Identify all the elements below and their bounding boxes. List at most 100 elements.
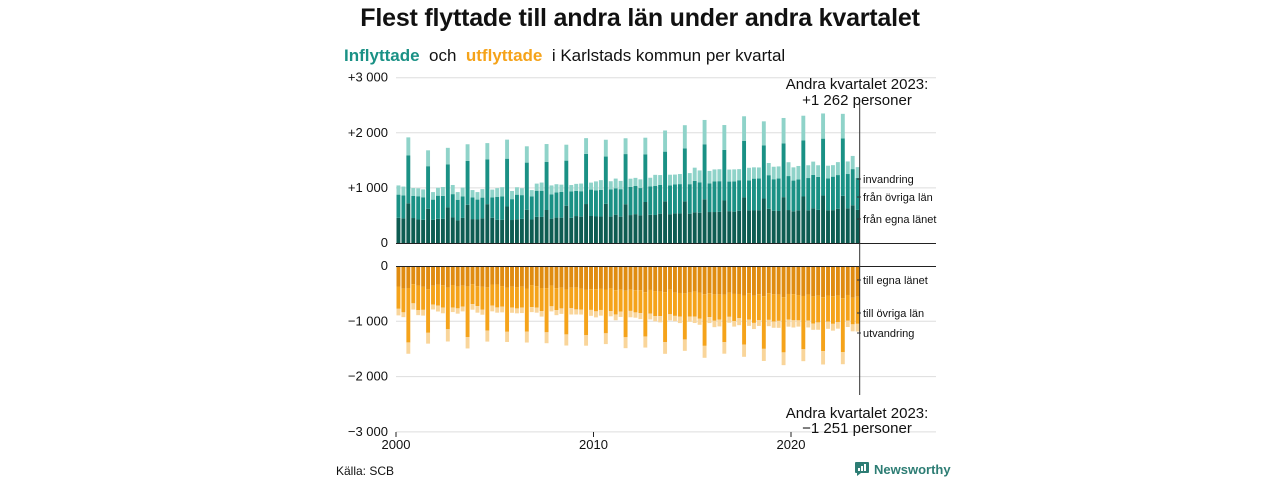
y-tick-label: +1 000 bbox=[348, 180, 388, 195]
bar-utvandring bbox=[727, 316, 732, 323]
bar-invandring bbox=[737, 169, 742, 181]
bar-till-ovriga-lan bbox=[534, 286, 539, 308]
bar-till-egna-lanet bbox=[682, 266, 687, 294]
bar-invandring bbox=[406, 137, 411, 156]
bar-utvandring bbox=[831, 323, 835, 331]
bar-fran-egna-lanet bbox=[598, 216, 603, 243]
bar-invandring bbox=[470, 190, 475, 198]
bar-utvandring bbox=[569, 308, 574, 315]
bar-fran-ovriga-lan bbox=[574, 190, 579, 217]
bar-till-egna-lanet bbox=[845, 266, 850, 295]
bar-till-ovriga-lan bbox=[490, 284, 495, 306]
bar-invandring bbox=[682, 125, 687, 149]
bar-utvandring bbox=[771, 321, 776, 328]
bar-utvandring bbox=[840, 352, 845, 365]
bar-till-egna-lanet bbox=[712, 266, 717, 295]
bar-till-egna-lanet bbox=[440, 266, 445, 286]
bar-utvandring bbox=[697, 318, 702, 325]
bar-fran-egna-lanet bbox=[519, 218, 524, 243]
bar-till-ovriga-lan bbox=[559, 287, 564, 309]
bar-till-egna-lanet bbox=[840, 266, 845, 299]
bar-fran-ovriga-lan bbox=[682, 148, 687, 202]
bar-till-ovriga-lan bbox=[416, 285, 421, 311]
bar-utvandring bbox=[554, 310, 559, 316]
bar-fran-ovriga-lan bbox=[554, 192, 559, 218]
bar-fran-egna-lanet bbox=[732, 211, 737, 243]
bar-till-ovriga-lan bbox=[505, 287, 510, 332]
bar-fran-ovriga-lan bbox=[663, 151, 668, 202]
bar-till-egna-lanet bbox=[756, 266, 761, 295]
bar-fran-egna-lanet bbox=[460, 217, 465, 243]
bar-fran-egna-lanet bbox=[450, 217, 455, 243]
bar-fran-egna-lanet bbox=[766, 208, 771, 243]
bar-invandring bbox=[598, 180, 603, 190]
bar-utvandring bbox=[579, 309, 584, 315]
bar-fran-egna-lanet bbox=[840, 195, 845, 243]
bar-till-ovriga-lan bbox=[574, 287, 579, 310]
bar-fran-ovriga-lan bbox=[539, 190, 544, 217]
bar-utvandring bbox=[756, 320, 761, 326]
bar-till-egna-lanet bbox=[450, 266, 455, 286]
bar-till-ovriga-lan bbox=[445, 287, 450, 330]
bar-fran-ovriga-lan bbox=[436, 195, 440, 219]
bar-utvandring bbox=[490, 305, 495, 312]
bar-invandring bbox=[480, 189, 485, 198]
bar-till-egna-lanet bbox=[485, 266, 490, 288]
bar-utvandring bbox=[584, 335, 589, 346]
bar-till-egna-lanet bbox=[668, 266, 672, 290]
bar-till-egna-lanet bbox=[613, 266, 618, 291]
bar-till-egna-lanet bbox=[426, 266, 431, 290]
bar-fran-ovriga-lan bbox=[821, 138, 826, 196]
bar-till-egna-lanet bbox=[761, 266, 766, 297]
annotation-top-line1: Andra kvartalet 2023: bbox=[786, 76, 929, 93]
bar-utvandring bbox=[791, 320, 796, 328]
bar-fran-egna-lanet bbox=[628, 215, 633, 243]
bar-till-egna-lanet bbox=[821, 266, 826, 298]
bar-fran-ovriga-lan bbox=[495, 196, 500, 220]
bar-fran-egna-lanet bbox=[524, 209, 529, 243]
bar-till-egna-lanet bbox=[411, 266, 416, 285]
bar-fran-egna-lanet bbox=[771, 210, 776, 243]
bar-till-ovriga-lan bbox=[653, 291, 658, 316]
bar-fran-egna-lanet bbox=[806, 210, 811, 243]
bar-till-egna-lanet bbox=[603, 266, 608, 290]
bar-fran-ovriga-lan bbox=[747, 180, 751, 211]
bar-till-egna-lanet bbox=[786, 266, 791, 294]
bar-fran-egna-lanet bbox=[648, 214, 653, 243]
bar-till-ovriga-lan bbox=[510, 286, 514, 308]
bar-till-egna-lanet bbox=[835, 266, 840, 296]
bar-till-egna-lanet bbox=[727, 266, 732, 293]
bar-fran-egna-lanet bbox=[406, 203, 411, 243]
bar-utvandring bbox=[598, 309, 603, 316]
bar-utvandring bbox=[796, 320, 801, 327]
bar-invandring bbox=[401, 186, 406, 196]
bar-fran-ovriga-lan bbox=[712, 181, 717, 213]
y-tick-label: −3 000 bbox=[348, 424, 388, 439]
bar-till-ovriga-lan bbox=[663, 292, 668, 343]
bar-fran-ovriga-lan bbox=[440, 195, 445, 219]
bar-invandring bbox=[426, 150, 431, 167]
bar-fran-ovriga-lan bbox=[643, 154, 648, 203]
bar-utvandring bbox=[460, 306, 465, 312]
bar-fran-ovriga-lan bbox=[628, 186, 633, 216]
bar-fran-egna-lanet bbox=[465, 204, 470, 243]
bar-fran-egna-lanet bbox=[445, 207, 450, 243]
bar-utvandring bbox=[608, 311, 613, 317]
bar-fran-egna-lanet bbox=[589, 216, 593, 243]
bar-utvandring bbox=[663, 342, 668, 354]
bar-invandring bbox=[515, 187, 519, 195]
bar-fran-egna-lanet bbox=[529, 219, 534, 243]
bar-utvandring bbox=[623, 337, 628, 349]
bar-invandring bbox=[816, 165, 821, 177]
bar-fran-egna-lanet bbox=[470, 219, 475, 243]
bar-fran-ovriga-lan bbox=[598, 189, 603, 217]
bar-invandring bbox=[826, 165, 830, 179]
bar-utvandring bbox=[826, 321, 830, 329]
bar-till-egna-lanet bbox=[401, 266, 406, 289]
bar-till-egna-lanet bbox=[737, 266, 742, 294]
bar-utvandring bbox=[510, 307, 514, 313]
bar-fran-ovriga-lan bbox=[668, 185, 672, 215]
subtitle-och: och bbox=[429, 46, 457, 65]
bar-fran-ovriga-lan bbox=[801, 140, 806, 197]
bar-fran-egna-lanet bbox=[816, 209, 821, 243]
